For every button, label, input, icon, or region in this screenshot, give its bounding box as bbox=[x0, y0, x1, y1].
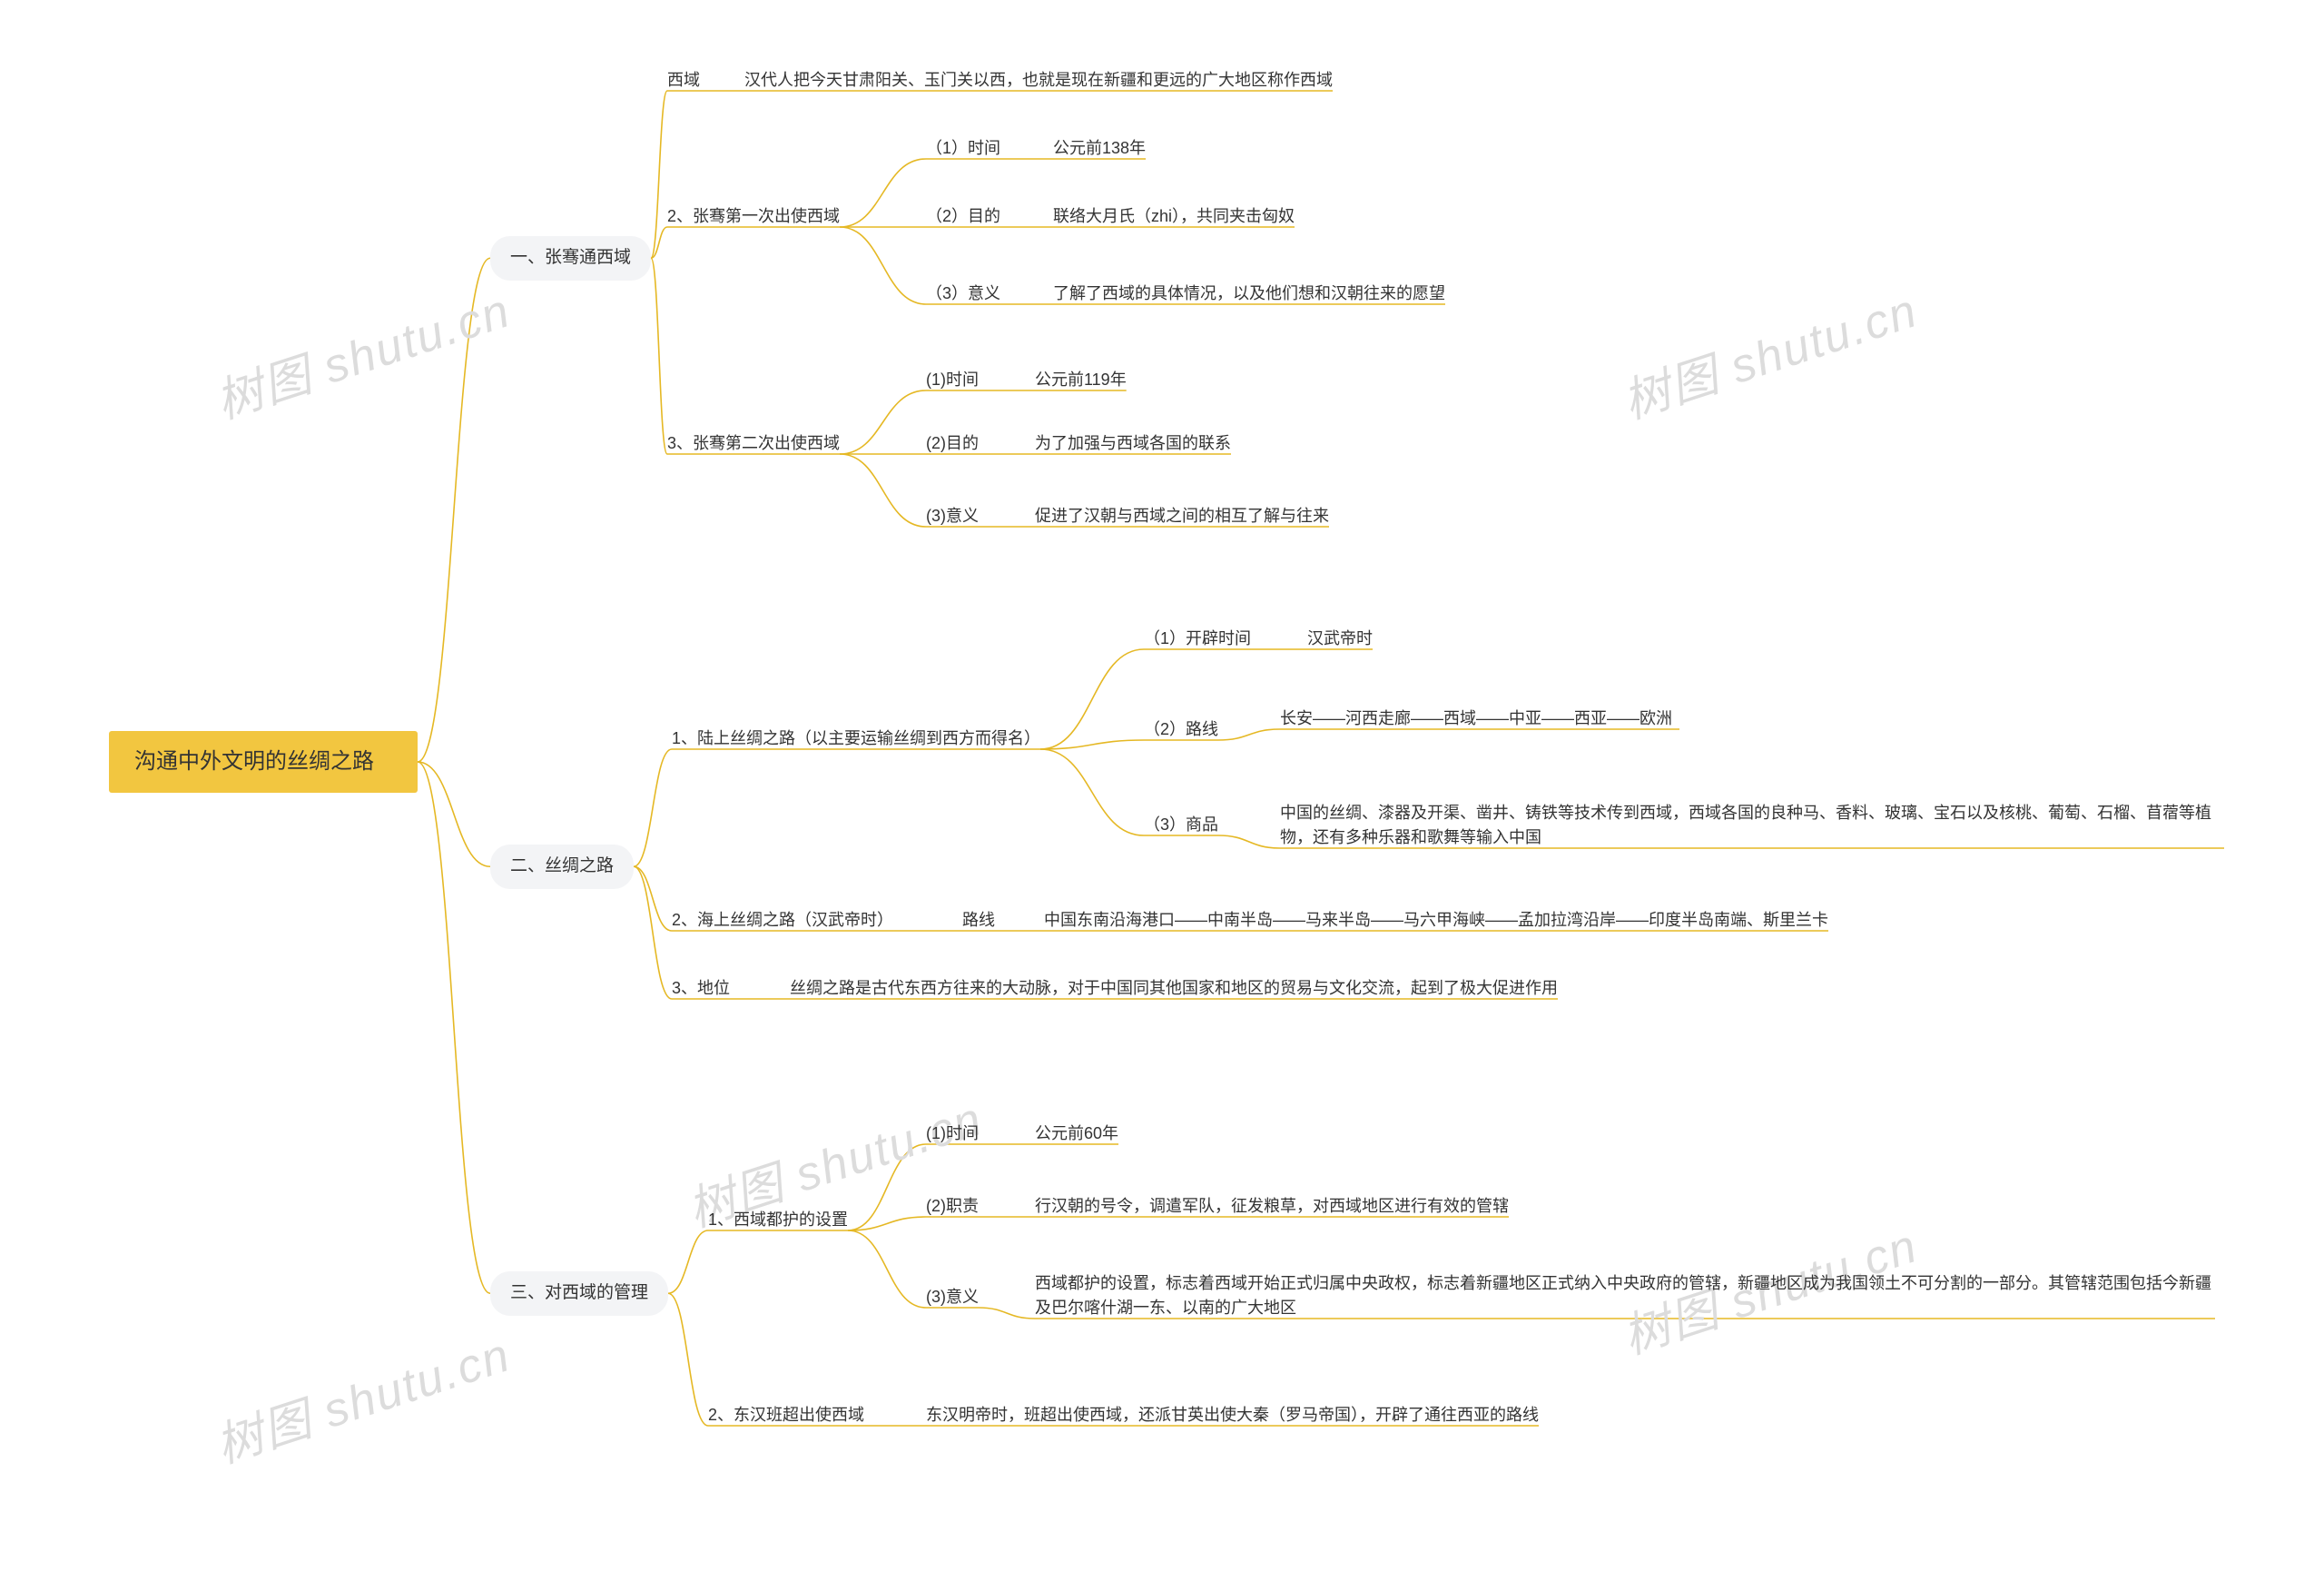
mindmap-edge bbox=[1040, 740, 1144, 749]
mindmap-edge bbox=[979, 1308, 1035, 1319]
mindmap-node: 公元前60年 bbox=[1035, 1121, 1118, 1146]
mindmap-node: 长安——河西走廊——西域——中亚——西亚——欧洲 bbox=[1280, 706, 1679, 731]
mindmap-edge bbox=[418, 258, 490, 762]
mindmap-node: 西域都护的设置，标志着西域开始正式归属中央政权，标志着新疆地区正式纳入中央政府的… bbox=[1035, 1271, 2215, 1320]
mindmap-node: 二、丝绸之路 bbox=[490, 845, 634, 889]
mindmap-node: 汉代人把今天甘肃阳关、玉门关以西，也就是现在新疆和更远的广大地区称作西域 bbox=[744, 68, 1333, 93]
mindmap-node: 公元前119年 bbox=[1035, 368, 1127, 392]
mindmap-node: 2、海上丝绸之路（汉武帝时） bbox=[672, 908, 893, 933]
mindmap-edge bbox=[840, 454, 926, 527]
mindmap-node: (3)意义 bbox=[926, 1285, 979, 1309]
mindmap-edge bbox=[634, 866, 672, 999]
mindmap-node: 中国东南沿海港口——中南半岛——马来半岛——马六甲海峡——孟加拉湾沿岸——印度半… bbox=[1044, 908, 1828, 933]
mindmap-node: (2)目的 bbox=[926, 431, 979, 456]
mindmap-node: （2）路线 bbox=[1144, 717, 1218, 742]
mindmap-node: 1、西域都护的设置 bbox=[708, 1208, 848, 1232]
mindmap-node: 了解了西域的具体情况，以及他们想和汉朝往来的愿望 bbox=[1053, 282, 1445, 306]
mindmap-node: 促进了汉朝与西域之间的相互了解与往来 bbox=[1035, 504, 1329, 529]
mindmap-node: 联络大月氏（zhi），共同夹击匈奴 bbox=[1053, 204, 1295, 229]
mindmap-node: 中国的丝绸、漆器及开渠、凿井、铸铁等技术传到西域，西域各国的良种马、香料、玻璃、… bbox=[1280, 801, 2224, 850]
mindmap-node: 2、东汉班超出使西域 bbox=[708, 1403, 864, 1428]
mindmap-node: （3）意义 bbox=[926, 282, 1000, 306]
mindmap-node: 丝绸之路是古代东西方往来的大动脉，对于中国同其他国家和地区的贸易与文化交流，起到… bbox=[790, 976, 1558, 1001]
mindmap-edge bbox=[1040, 649, 1144, 749]
mindmap-edge bbox=[651, 91, 667, 258]
mindmap-edge bbox=[668, 1230, 708, 1293]
mindmap-node: (3)意义 bbox=[926, 504, 979, 529]
mindmap-edge bbox=[1218, 729, 1280, 740]
mindmap-edge bbox=[840, 227, 926, 304]
mindmap-edge bbox=[1218, 835, 1280, 848]
mindmap-edge bbox=[418, 762, 490, 1293]
mindmap-edge bbox=[840, 390, 926, 454]
mindmap-node: （1）开辟时间 bbox=[1144, 627, 1251, 651]
mindmap-edge bbox=[1040, 749, 1144, 835]
mindmap-node: 为了加强与西域各国的联系 bbox=[1035, 431, 1231, 456]
mindmap-node: 一、张骞通西域 bbox=[490, 236, 651, 281]
mindmap-node: 1、陆上丝绸之路（以主要运输丝绸到西方而得名） bbox=[672, 726, 1040, 751]
mindmap-node: (2)职责 bbox=[926, 1194, 979, 1219]
mindmap-edge bbox=[848, 1230, 926, 1308]
mindmap-node: (1)时间 bbox=[926, 368, 979, 392]
mindmap-node: 3、张骞第二次出使西域 bbox=[667, 431, 840, 456]
mindmap-node: 行汉朝的号令，调遣军队，征发粮草，对西域地区进行有效的管辖 bbox=[1035, 1194, 1509, 1219]
mindmap-node: （3）商品 bbox=[1144, 813, 1218, 837]
mindmap-node: 汉武帝时 bbox=[1307, 627, 1373, 651]
mindmap-node: 三、对西域的管理 bbox=[490, 1271, 668, 1316]
mindmap-node: (1)时间 bbox=[926, 1121, 979, 1146]
mindmap-node: 3、地位 bbox=[672, 976, 730, 1001]
mindmap-edge bbox=[651, 258, 667, 454]
mindmap-node: （1）时间 bbox=[926, 136, 1000, 161]
mindmap-edge bbox=[848, 1217, 926, 1230]
mindmap-edge bbox=[634, 749, 672, 866]
mindmap-node: 西域 bbox=[667, 68, 700, 93]
mindmap-node: 沟通中外文明的丝绸之路 bbox=[109, 731, 418, 793]
mindmap-node: 路线 bbox=[962, 908, 995, 933]
mindmap-edge bbox=[840, 159, 926, 227]
mindmap-edge bbox=[634, 866, 672, 931]
mindmap-node: 东汉明帝时，班超出使西域，还派甘英出使大秦（罗马帝国），开辟了通往西亚的路线 bbox=[926, 1403, 1539, 1428]
mindmap-edge bbox=[418, 762, 490, 866]
mindmap-edge bbox=[668, 1293, 708, 1426]
mindmap-node: （2）目的 bbox=[926, 204, 1000, 229]
mindmap-node: 2、张骞第一次出使西域 bbox=[667, 204, 840, 229]
mindmap-node: 公元前138年 bbox=[1053, 136, 1146, 161]
